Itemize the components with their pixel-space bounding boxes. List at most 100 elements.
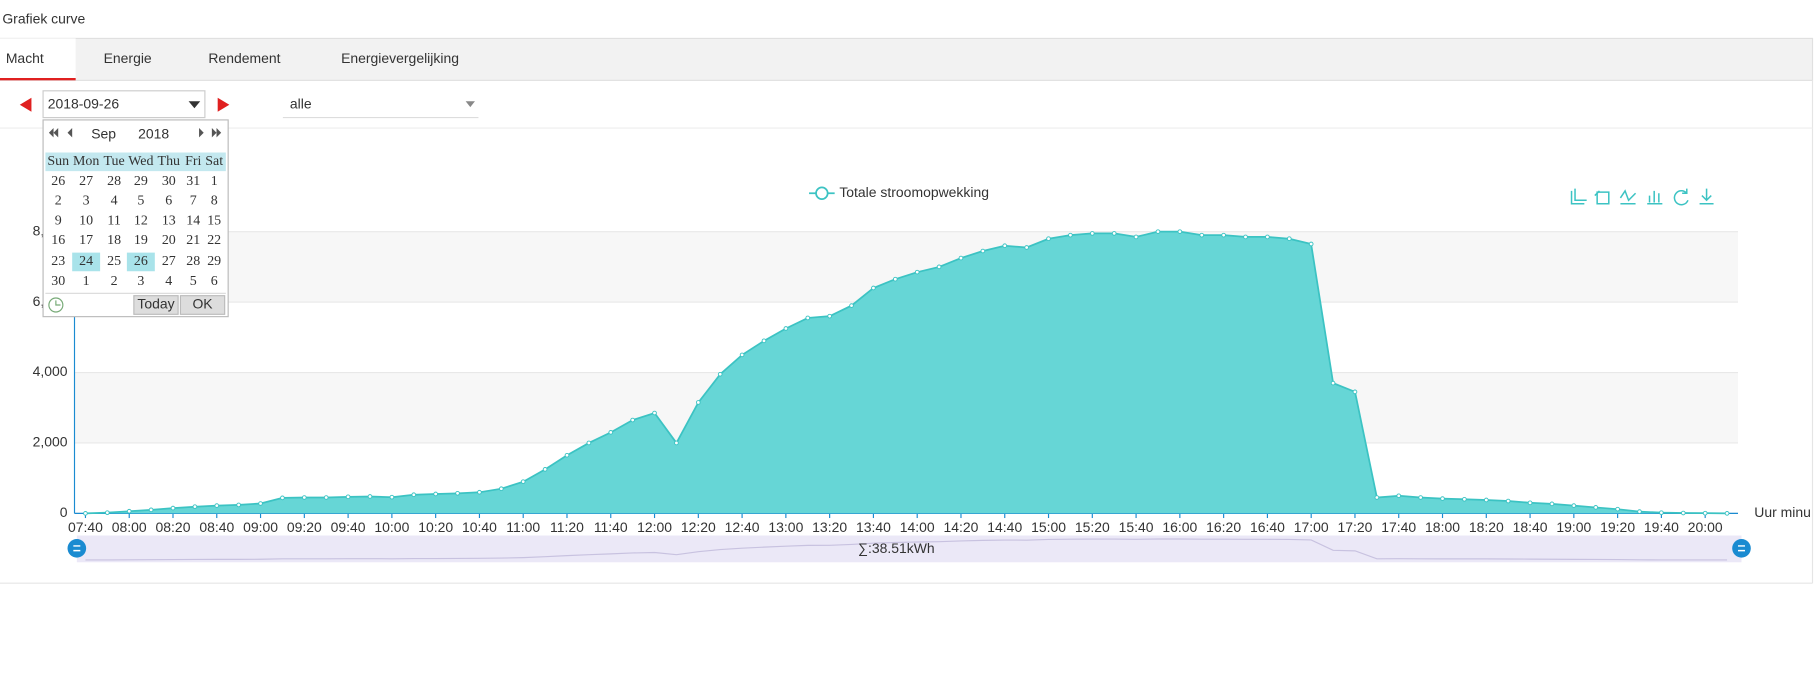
date-input[interactable] [42,90,206,119]
cal-button[interactable] [179,295,226,315]
download-icon[interactable] [1699,188,1714,205]
cal-day[interactable]: 31 [186,174,200,189]
date-dropdown-arrow[interactable] [188,101,201,109]
zoom-reset-icon[interactable] [1594,190,1610,205]
cal-selected [72,252,101,272]
cal-day[interactable]: 3 [83,194,90,209]
cal-day[interactable]: 20 [162,233,176,248]
cal-day[interactable]: 6 [211,274,218,289]
cal-day[interactable]: 11 [107,213,120,228]
cal-weekday: Sun [47,154,69,169]
point [652,410,657,416]
cal-button-label[interactable]: Today [137,296,174,312]
cal-day[interactable]: 5 [137,194,144,209]
chart: 02,0004,0006,0008,00007:4008:0008:2008:4… [33,184,1811,563]
point [1286,236,1292,242]
cal-day[interactable]: 10 [79,213,93,228]
point [258,501,263,506]
cal-day[interactable]: 2 [111,274,118,289]
zoom-handle[interactable] [1732,538,1751,558]
tab[interactable]: Energievergelijking [341,50,459,66]
point [630,417,635,423]
cal-day[interactable]: 4 [111,194,118,209]
cal-day[interactable]: 21 [186,233,200,248]
x-tick-label: 15:20 [1075,519,1110,535]
line [85,230,1728,515]
point [1637,509,1642,514]
cal-day[interactable]: 3 [137,274,144,289]
cal-day[interactable]: 26 [134,254,148,269]
cal-day[interactable]: 15 [207,213,221,228]
point [302,495,307,500]
point [192,504,198,510]
cal-day[interactable]: 1 [83,274,90,289]
point [761,338,767,344]
x-tick-label: 11:40 [594,519,628,535]
x-tick-label: 11:00 [506,519,540,535]
cal-day[interactable]: 27 [162,254,176,269]
cal-day[interactable]: 29 [207,254,221,269]
cal-day[interactable]: 28 [186,254,200,269]
cal-button-label[interactable]: OK [192,296,213,312]
prev-day[interactable] [19,97,32,112]
cal-day[interactable]: 19 [134,233,148,248]
point [367,494,373,499]
x-tick-label: 14:20 [944,519,979,535]
cal-day[interactable]: 6 [165,194,172,209]
next-day[interactable] [217,97,230,112]
cal-day[interactable]: 27 [79,174,93,189]
point [1243,234,1248,240]
zoom-handle[interactable] [67,538,87,558]
x-tick-label: 14:40 [987,519,1022,535]
point [1199,232,1205,238]
cal-day[interactable]: 16 [51,233,65,248]
line-icon[interactable] [1619,189,1637,205]
cal-button[interactable] [133,295,179,315]
cal-day[interactable]: 26 [51,174,65,189]
cal-day[interactable]: 8 [211,194,218,209]
cal-clock-hands [55,300,61,306]
cal-day[interactable]: 17 [79,233,93,248]
point [170,505,176,511]
point [105,510,110,516]
point [1330,380,1336,386]
bar-icon[interactable] [1647,190,1663,205]
date-value[interactable]: 2018-09-26 [48,95,120,111]
cal-day[interactable]: 18 [107,233,121,248]
filter-value[interactable]: alle [290,95,312,111]
point [695,400,701,405]
legend-text[interactable]: Totale stroomopwekking [839,184,989,200]
y-tick-label: 4,000 [33,363,68,379]
cal-day[interactable]: 23 [51,254,65,269]
legend-marker [815,186,829,200]
cal-day[interactable]: 24 [79,254,93,269]
cal-day[interactable]: 30 [51,274,65,289]
cal-day[interactable]: 30 [162,174,176,189]
point [1374,495,1380,500]
restore-icon[interactable] [1673,188,1689,206]
zoom-icon[interactable] [1570,188,1587,205]
cal-weekday: Fri [185,154,201,169]
cal-day[interactable]: 22 [207,233,221,248]
point [1265,234,1270,240]
cal-day[interactable]: 5 [190,274,197,289]
cal-day[interactable]: 13 [162,213,176,228]
point [1593,505,1599,510]
tab[interactable]: Rendement [208,50,280,66]
cal-day[interactable]: 2 [55,194,62,209]
cal-day[interactable]: 29 [134,174,148,189]
cal-day[interactable]: 25 [107,254,121,269]
x-axis-label: Uur minu [1754,504,1811,520]
cal-day[interactable]: 9 [55,213,62,228]
cal-day[interactable]: 4 [165,274,172,289]
tab[interactable]: Macht [6,50,44,66]
cal-weekday: Thu [158,154,180,169]
tab[interactable]: Energie [104,50,152,66]
cal-day[interactable]: 14 [186,213,200,228]
cal-day[interactable]: 1 [211,174,218,189]
cal-day[interactable]: 7 [190,194,197,209]
cal-day[interactable]: 28 [107,174,121,189]
x-tick-label: 13:00 [768,519,803,535]
filter-arrow[interactable] [465,101,475,108]
cal-day[interactable]: 12 [134,213,148,228]
